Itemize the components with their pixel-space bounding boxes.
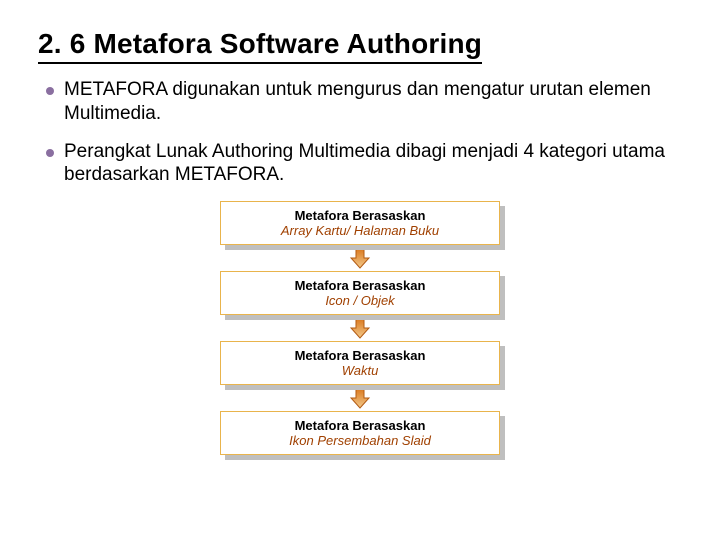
flow-diagram: Metafora Berasaskan Array Kartu/ Halaman… bbox=[38, 201, 682, 455]
box-line1: Metafora Berasaskan bbox=[295, 418, 426, 433]
box-content: Metafora Berasaskan Waktu bbox=[220, 341, 500, 385]
bullet-text: Perangkat Lunak Authoring Multimedia dib… bbox=[64, 140, 678, 188]
box-line1: Metafora Berasaskan bbox=[295, 348, 426, 363]
box-line2: Array Kartu/ Halaman Buku bbox=[281, 223, 439, 238]
flow-box: Metafora Berasaskan Waktu bbox=[220, 341, 500, 385]
slide-page: 2. 6 Metafora Software Authoring METAFOR… bbox=[0, 0, 720, 540]
bullet-list: METAFORA digunakan untuk mengurus dan me… bbox=[46, 78, 678, 187]
bullet-item: METAFORA digunakan untuk mengurus dan me… bbox=[46, 78, 678, 126]
box-line2: Waktu bbox=[342, 363, 379, 378]
bullet-dot-icon bbox=[46, 87, 54, 95]
box-line1: Metafora Berasaskan bbox=[295, 278, 426, 293]
flow-box: Metafora Berasaskan Ikon Persembahan Sla… bbox=[220, 411, 500, 455]
flow-box: Metafora Berasaskan Icon / Objek bbox=[220, 271, 500, 315]
flow-box: Metafora Berasaskan Array Kartu/ Halaman… bbox=[220, 201, 500, 245]
box-line2: Icon / Objek bbox=[325, 293, 394, 308]
bullet-dot-icon bbox=[46, 149, 54, 157]
page-title: 2. 6 Metafora Software Authoring bbox=[38, 28, 482, 64]
bullet-item: Perangkat Lunak Authoring Multimedia dib… bbox=[46, 140, 678, 188]
box-content: Metafora Berasaskan Array Kartu/ Halaman… bbox=[220, 201, 500, 245]
box-content: Metafora Berasaskan Icon / Objek bbox=[220, 271, 500, 315]
box-line2: Ikon Persembahan Slaid bbox=[289, 433, 431, 448]
bullet-text: METAFORA digunakan untuk mengurus dan me… bbox=[64, 78, 678, 126]
box-content: Metafora Berasaskan Ikon Persembahan Sla… bbox=[220, 411, 500, 455]
box-line1: Metafora Berasaskan bbox=[295, 208, 426, 223]
